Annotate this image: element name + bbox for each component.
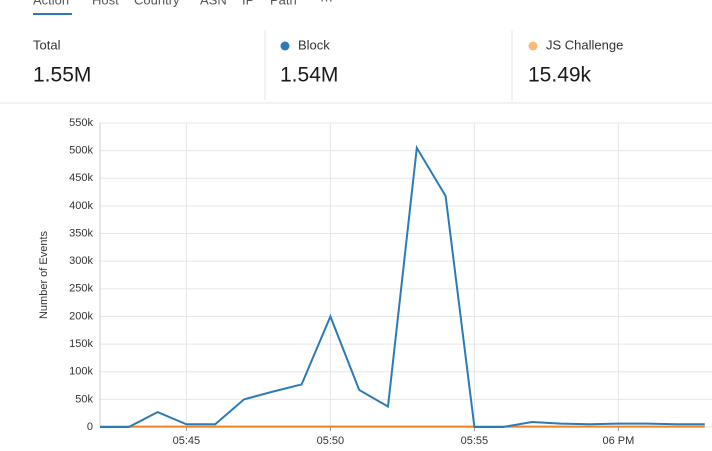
stat-value: 1.55M (33, 64, 91, 87)
y-tick-label: 0 (87, 421, 93, 433)
x-tick-label: 05:50 (317, 435, 345, 447)
y-tick-label: 200k (69, 310, 93, 322)
stat-label: JS Challenge (546, 37, 623, 52)
legend-dot (528, 41, 538, 51)
tab[interactable]: Host (92, 0, 119, 7)
y-tick-label: 400k (69, 200, 93, 212)
tab[interactable]: Path (270, 0, 297, 7)
y-tick-label: 50k (75, 393, 93, 405)
stat-label: Total (33, 37, 61, 52)
stat-label: Block (298, 37, 330, 52)
stat-value: 1.54M (280, 64, 338, 87)
y-tick-label: 250k (69, 283, 93, 295)
y-tick-label: 350k (69, 227, 93, 239)
legend-dot (280, 41, 290, 51)
stat-value: 15.49k (528, 64, 592, 87)
tab[interactable]: Action (33, 0, 69, 7)
y-tick-label: 550k (69, 117, 93, 129)
x-tick-label: 05:55 (461, 435, 489, 447)
y-tick-label: 500k (69, 145, 93, 157)
y-tick-label: 300k (69, 255, 93, 267)
series-line (100, 144, 705, 428)
tab[interactable]: ··· (320, 0, 333, 7)
x-tick-label: 05:45 (173, 435, 201, 447)
tab[interactable]: IP (242, 0, 254, 7)
tab[interactable]: ASN (200, 0, 227, 7)
y-tick-label: 150k (69, 338, 93, 350)
tab[interactable]: Country (134, 0, 180, 7)
x-tick-label: 06 PM (603, 435, 635, 447)
y-axis-label: Number of Events (38, 230, 50, 319)
y-tick-label: 100k (69, 366, 93, 378)
y-tick-label: 450k (69, 172, 93, 184)
